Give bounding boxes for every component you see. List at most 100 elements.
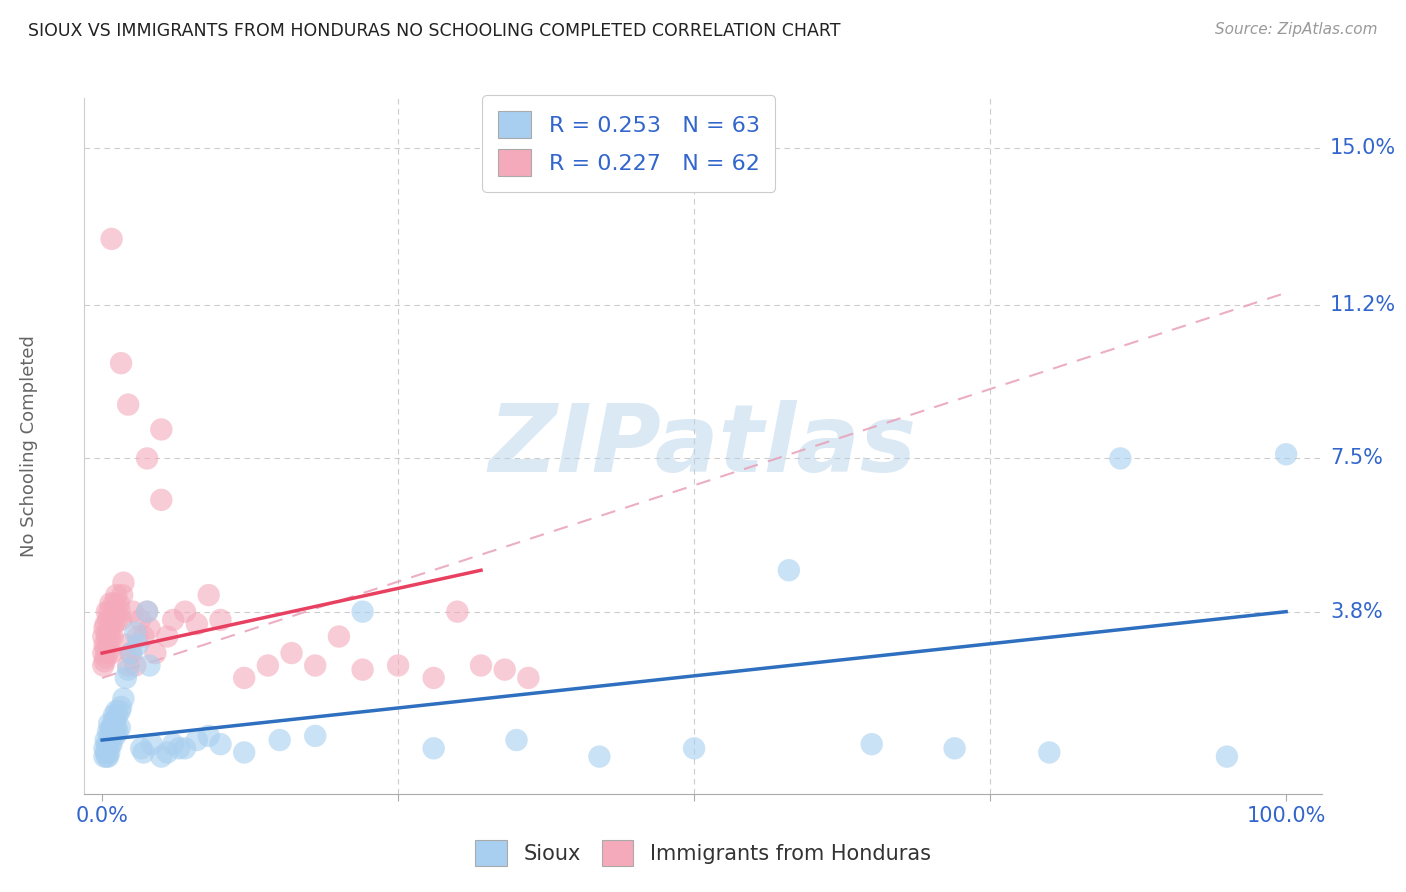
Point — [110, 613, 132, 627]
Point — [121, 646, 143, 660]
Point — [352, 605, 374, 619]
Point — [96, 605, 118, 619]
Text: ZIPatlas: ZIPatlas — [489, 400, 917, 492]
Point — [101, 729, 124, 743]
Point — [136, 451, 159, 466]
Point — [387, 658, 409, 673]
Point — [93, 638, 115, 652]
Point — [104, 712, 127, 726]
Text: 11.2%: 11.2% — [1330, 295, 1396, 315]
Point — [136, 605, 159, 619]
Point — [167, 741, 190, 756]
Point — [860, 737, 883, 751]
Point — [174, 605, 197, 619]
Point — [107, 708, 129, 723]
Point — [107, 724, 129, 739]
Point — [156, 746, 179, 760]
Point — [136, 605, 159, 619]
Point — [129, 741, 152, 756]
Point — [150, 492, 173, 507]
Text: 7.5%: 7.5% — [1330, 449, 1384, 468]
Point — [778, 563, 800, 577]
Point — [132, 746, 155, 760]
Point — [93, 741, 115, 756]
Point — [280, 646, 302, 660]
Point — [257, 658, 280, 673]
Point — [150, 422, 173, 436]
Point — [98, 605, 121, 619]
Point — [943, 741, 966, 756]
Point — [105, 721, 128, 735]
Point — [304, 729, 326, 743]
Point — [98, 733, 121, 747]
Point — [117, 658, 139, 673]
Point — [97, 638, 120, 652]
Point — [100, 630, 122, 644]
Point — [96, 630, 118, 644]
Point — [150, 749, 173, 764]
Point — [100, 721, 122, 735]
Point — [186, 733, 208, 747]
Point — [132, 630, 155, 644]
Point — [104, 605, 127, 619]
Point — [233, 746, 256, 760]
Point — [422, 671, 444, 685]
Point — [105, 588, 128, 602]
Point — [97, 646, 120, 660]
Point — [110, 356, 132, 370]
Point — [517, 671, 540, 685]
Point — [100, 737, 122, 751]
Point — [156, 630, 179, 644]
Point — [94, 642, 117, 657]
Point — [91, 658, 114, 673]
Point — [98, 625, 121, 640]
Point — [446, 605, 468, 619]
Point — [505, 733, 527, 747]
Text: 15.0%: 15.0% — [1330, 138, 1396, 158]
Point — [186, 617, 208, 632]
Text: SIOUX VS IMMIGRANTS FROM HONDURAS NO SCHOOLING COMPLETED CORRELATION CHART: SIOUX VS IMMIGRANTS FROM HONDURAS NO SCH… — [28, 22, 841, 40]
Point — [233, 671, 256, 685]
Point — [104, 729, 127, 743]
Point — [197, 588, 219, 602]
Point — [122, 605, 145, 619]
Point — [103, 724, 125, 739]
Point — [91, 646, 114, 660]
Point — [129, 613, 152, 627]
Point — [422, 741, 444, 756]
Point — [111, 588, 134, 602]
Point — [269, 733, 291, 747]
Point — [1216, 749, 1239, 764]
Point — [100, 617, 122, 632]
Point — [127, 630, 149, 644]
Point — [120, 646, 142, 660]
Point — [117, 663, 139, 677]
Point — [107, 596, 129, 610]
Point — [209, 613, 232, 627]
Point — [209, 737, 232, 751]
Point — [101, 605, 124, 619]
Point — [93, 749, 115, 764]
Point — [588, 749, 610, 764]
Point — [100, 596, 122, 610]
Point — [98, 746, 121, 760]
Point — [98, 716, 121, 731]
Point — [1038, 746, 1060, 760]
Point — [97, 724, 120, 739]
Point — [117, 398, 139, 412]
Point — [101, 630, 124, 644]
Point — [352, 663, 374, 677]
Point — [1275, 447, 1298, 461]
Point — [96, 737, 118, 751]
Point — [100, 724, 122, 739]
Text: No Schooling Completed: No Schooling Completed — [20, 335, 38, 557]
Point — [112, 575, 135, 590]
Point — [494, 663, 516, 677]
Point — [94, 733, 117, 747]
Point — [141, 737, 163, 751]
Point — [96, 749, 118, 764]
Point — [162, 737, 184, 751]
Point — [683, 741, 706, 756]
Point — [1109, 451, 1132, 466]
Point — [114, 671, 136, 685]
